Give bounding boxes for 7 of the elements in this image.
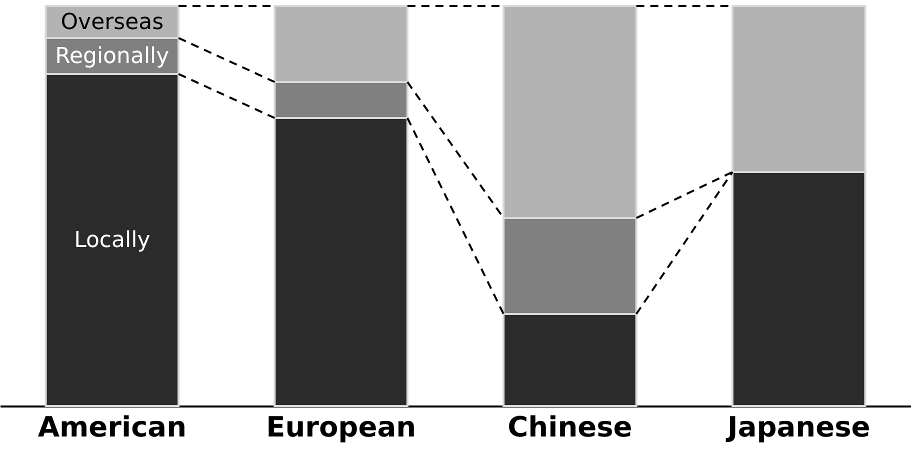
series-label: Regionally bbox=[55, 44, 170, 69]
x-tick-label: Japanese bbox=[725, 410, 870, 444]
x-tick-label: American bbox=[38, 410, 186, 444]
x-tick-label: European bbox=[266, 410, 416, 444]
x-tick-label: Chinese bbox=[508, 410, 632, 444]
series-label: Overseas bbox=[60, 10, 164, 35]
series-label: Locally bbox=[74, 228, 150, 253]
